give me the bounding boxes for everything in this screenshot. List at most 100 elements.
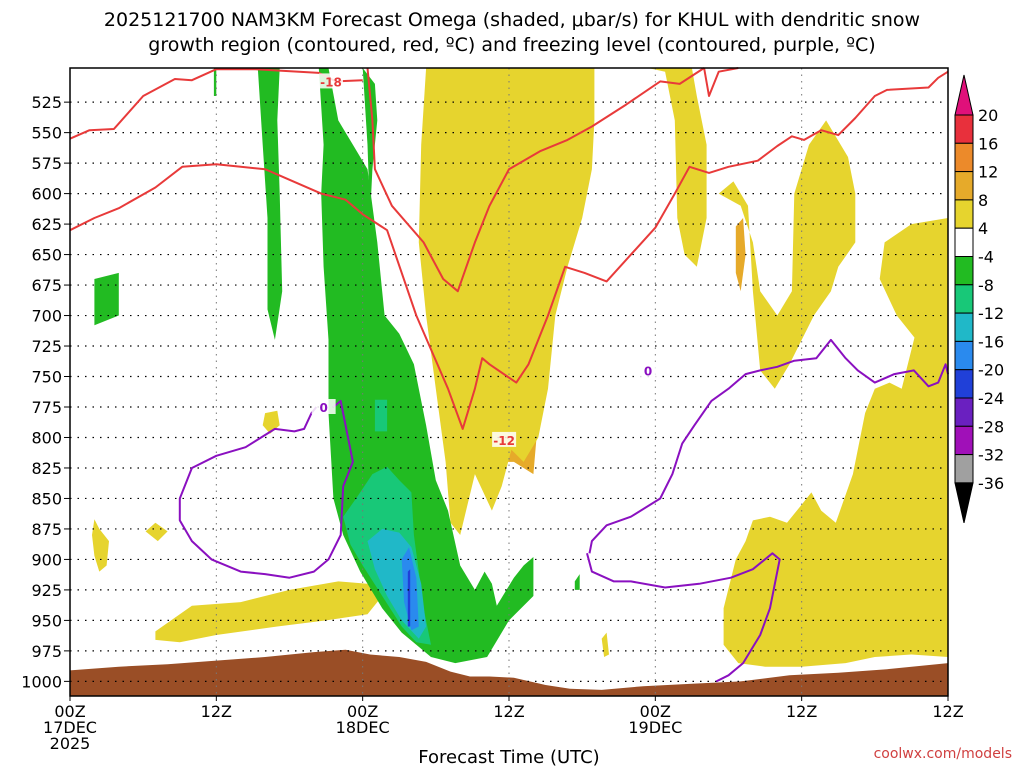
ytick-label-750: 750	[31, 368, 62, 387]
colorbar-label-4: 4	[978, 219, 988, 238]
freezing-contour-label-1: 0	[644, 364, 652, 378]
colorbar-label-13: -36	[978, 474, 1004, 493]
ytick-label-675: 675	[31, 276, 62, 295]
freezing-contour-line-2	[586, 552, 781, 683]
omega-region-18	[362, 68, 378, 218]
colorbar-swatch-7	[954, 284, 974, 314]
x-axis-label: Forecast Time (UTC)	[418, 747, 599, 768]
colorbar-swatch-8	[954, 312, 974, 342]
dgz-contour-line-3	[69, 70, 949, 430]
xtick-label-12-l1: 00Z	[347, 702, 378, 721]
omega-region-7	[648, 68, 707, 267]
omega-region-5	[735, 218, 746, 292]
credit-text: coolwx.com/models	[874, 746, 1012, 762]
colorbar-label-10: -24	[978, 389, 1004, 408]
dgz-contour-label-bg-3	[492, 431, 517, 447]
omega-region-19	[257, 68, 283, 340]
colorbar-swatch-10	[954, 369, 974, 399]
freezing-contour-line-0	[178, 399, 354, 579]
colorbar-swatch-3	[954, 171, 974, 201]
dgz-contour-label-3: -12	[493, 434, 515, 448]
ytick-label-650: 650	[31, 246, 62, 265]
colorbar-swatch-11	[954, 397, 974, 427]
xtick-label-18-l1: 12Z	[493, 702, 524, 721]
gridlines	[70, 68, 948, 696]
xtick-label-30-l1: 12Z	[786, 702, 817, 721]
ytick-label-550: 550	[31, 124, 62, 143]
colorbar-label-0: 20	[978, 106, 998, 125]
terrain-fill	[70, 649, 948, 696]
ytick-label-800: 800	[31, 428, 62, 447]
dgz-contour-line-2	[703, 67, 739, 97]
omega-region-27	[407, 569, 411, 627]
freezing-contour-label-bg-1	[636, 362, 661, 378]
terrain-layer	[70, 649, 948, 696]
colorbar-label-7: -12	[978, 304, 1004, 323]
xtick-label-12-l2: 18DEC	[336, 718, 390, 737]
ytick-label-1000: 1000	[21, 672, 62, 691]
xtick-label-24-l2: 19DEC	[628, 718, 682, 737]
colorbar-top-arrow	[954, 74, 974, 116]
ytick-label-900: 900	[31, 550, 62, 569]
omega-region-6	[418, 68, 595, 535]
colorbar-swatch-5	[954, 227, 974, 257]
chart-title-line-2: growth region (contoured, red, ºC) and f…	[148, 34, 875, 56]
ytick-label-950: 950	[31, 611, 62, 630]
omega-region-24	[374, 399, 388, 432]
ytick-label-825: 825	[31, 459, 62, 478]
xtick-label-6-l1: 12Z	[201, 702, 232, 721]
colorbar-label-9: -20	[978, 361, 1004, 380]
colorbar-label-12: -32	[978, 446, 1004, 465]
omega-colorbar: 20 16 12 8 4 -4 -8 -12 -16 -20 -24 -28 -32 -36	[954, 74, 1004, 524]
ytick-label-625: 625	[31, 215, 62, 234]
freezing-contour-label-0: 0	[319, 401, 327, 415]
ytick-label-600: 600	[31, 185, 62, 204]
chart-title-line-1: 2025121700 NAM3KM Forecast Omega (shaded…	[104, 9, 920, 31]
xtick-label-0-l2: 17DEC	[43, 718, 97, 737]
xtick-label-36: 12Z	[932, 702, 963, 721]
omega-region-21	[213, 68, 217, 96]
freezing-contour-label-bg-0	[311, 398, 336, 414]
ytick-label-700: 700	[31, 307, 62, 326]
omega-region-8	[718, 120, 856, 389]
omega-region-22	[574, 574, 580, 590]
temperature-contours: -18 -12 0 0	[69, 67, 949, 683]
omega-region-13	[145, 522, 168, 542]
colorbar-swatch-13	[954, 454, 974, 484]
dgz-contour-line-0	[69, 68, 363, 140]
ytick-label-875: 875	[31, 520, 62, 539]
omega-shading	[92, 68, 948, 667]
freezing-contour-line-1	[588, 338, 949, 554]
ytick-label-775: 775	[31, 398, 62, 417]
xtick-label-24-l1: 00Z	[640, 702, 671, 721]
omega-region-11	[155, 581, 383, 643]
xtick-label-0-l3: 2025	[50, 734, 91, 753]
ytick-label-975: 975	[31, 642, 62, 661]
colorbar-label-1: 16	[978, 134, 998, 153]
colorbar-label-11: -28	[978, 417, 1004, 436]
omega-region-16	[601, 632, 609, 657]
colorbar-label-6: -8	[978, 276, 994, 295]
colorbar-label-5: -4	[978, 248, 994, 267]
colorbar-swatch-12	[954, 425, 974, 456]
ytick-label-925: 925	[31, 581, 62, 600]
colorbar-swatch-9	[954, 340, 974, 371]
colorbar-swatch-6	[954, 256, 974, 286]
pressure-axis: 525 550 575 600 625 650 675 700 725 750 775 800 825 8…	[21, 93, 70, 691]
colorbar-swatch-1	[954, 114, 974, 144]
dgz-contour-label-0: -18	[320, 75, 342, 89]
omega-region-26	[401, 547, 419, 631]
colorbar-swatch-2	[954, 142, 974, 173]
colorbar-label-8: -16	[978, 332, 1004, 351]
ytick-label-525: 525	[31, 93, 62, 112]
ytick-label-850: 850	[31, 489, 62, 508]
dgz-contour-line-1	[366, 67, 705, 293]
omega-region-12	[92, 519, 109, 572]
omega-region-20	[94, 272, 119, 326]
xtick-label-0-l1: 00Z	[54, 702, 85, 721]
colorbar-label-2: 12	[978, 163, 998, 182]
ytick-label-725: 725	[31, 337, 62, 356]
colorbar-swatch-4	[954, 199, 974, 229]
